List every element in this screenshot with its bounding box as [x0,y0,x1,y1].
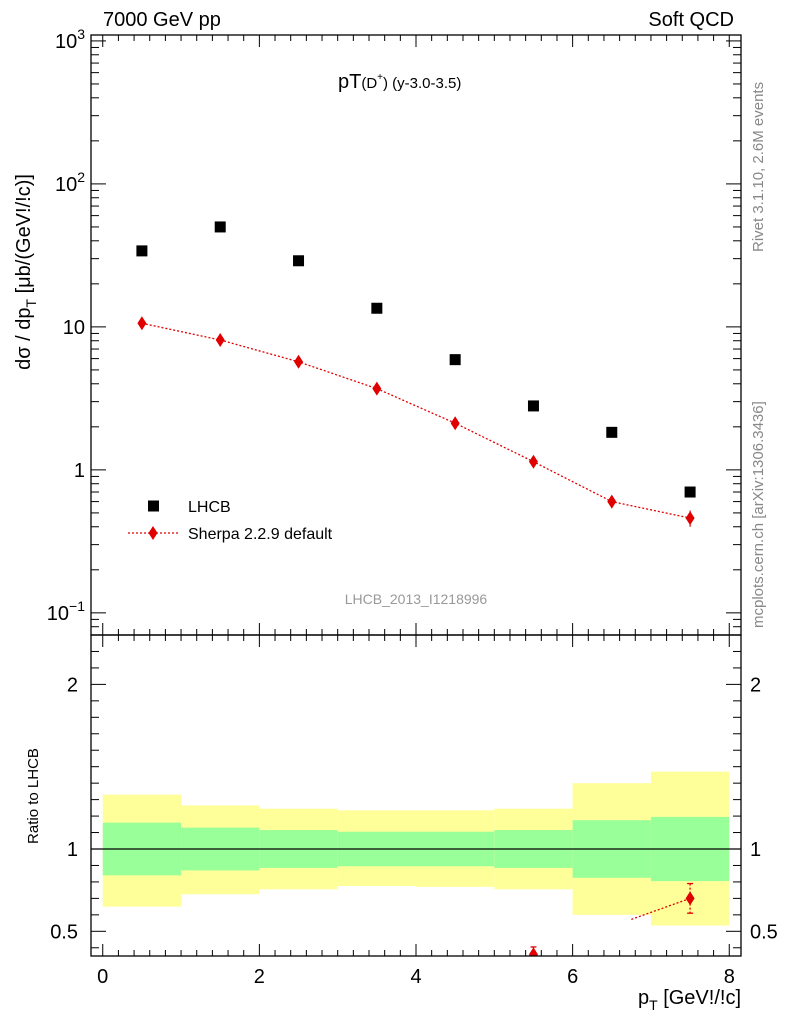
rivet-version-label: Rivet 3.1.10, 2.6M events [750,81,767,252]
ratio-sherpa-point [685,891,695,906]
main-plot-frame [90,34,742,636]
y-tick-label: 1 [74,460,85,482]
lhcb-point [527,400,539,412]
sherpa-line [141,322,691,519]
sherpa-point [450,416,460,431]
y-tick-label: 103 [55,26,85,53]
x-tick-label: 0 [97,966,108,988]
source-url-label: mcplots.cern.ch [arXiv:1306.3436] [750,401,767,628]
ratio-y-tick-label: 2 [67,674,78,696]
legend-sherpa-label: Sherpa 2.2.9 default [188,526,333,543]
ratio-sherpa-point [528,947,538,956]
sherpa-point [294,354,304,369]
x-axis-label: pT [GeV!/!c] [638,987,741,1013]
analysis-id-label: LHCB_2013_I1218996 [345,591,488,607]
sherpa-point [528,454,538,469]
legend-lhcb-label: LHCB [188,499,231,516]
sherpa-point [685,511,695,526]
lhcb-point [449,354,461,366]
sherpa-point [215,332,225,347]
y-tick-label: 10−1 [47,598,85,625]
legend-sherpa-marker [148,526,158,540]
sherpa-point [137,316,147,331]
header-energy-label: 7000 GeV pp [103,9,221,31]
lhcb-point [371,302,383,314]
ratio-series-group [528,882,695,956]
ratio-y-tick-label-right: 2 [750,674,761,696]
x-tick-label: 6 [567,966,578,988]
ratio-y-tick-label: 0.5 [50,921,78,943]
legend-lhcb-marker [148,500,159,512]
ratio-y-axis-label: Ratio to LHCB [25,748,42,844]
lhcb-point [293,255,305,267]
lhcb-point [684,486,696,498]
lhcb-point [136,245,148,257]
y-tick-label: 102 [55,169,85,196]
y-tick-label: 10 [63,317,85,339]
x-tick-label: 4 [410,966,421,988]
ratio-y-tick-label: 1 [67,839,78,861]
ratio-y-tick-label-right: 0.5 [750,921,778,943]
ratio-y-tick-label-right: 1 [750,839,761,861]
lhcb-point [606,426,618,438]
chart-title: pT(D+) (y-3.0-3.5) [338,71,461,93]
lhcb-point [214,221,226,233]
header-process-label: Soft QCD [648,9,734,31]
x-tick-label: 2 [254,966,265,988]
y-axis-label: dσ / dpT [μb/(GeV!/!c)] [13,174,39,370]
x-tick-label: 8 [724,966,735,988]
sherpa-point [607,494,617,509]
sherpa-point [372,381,382,396]
